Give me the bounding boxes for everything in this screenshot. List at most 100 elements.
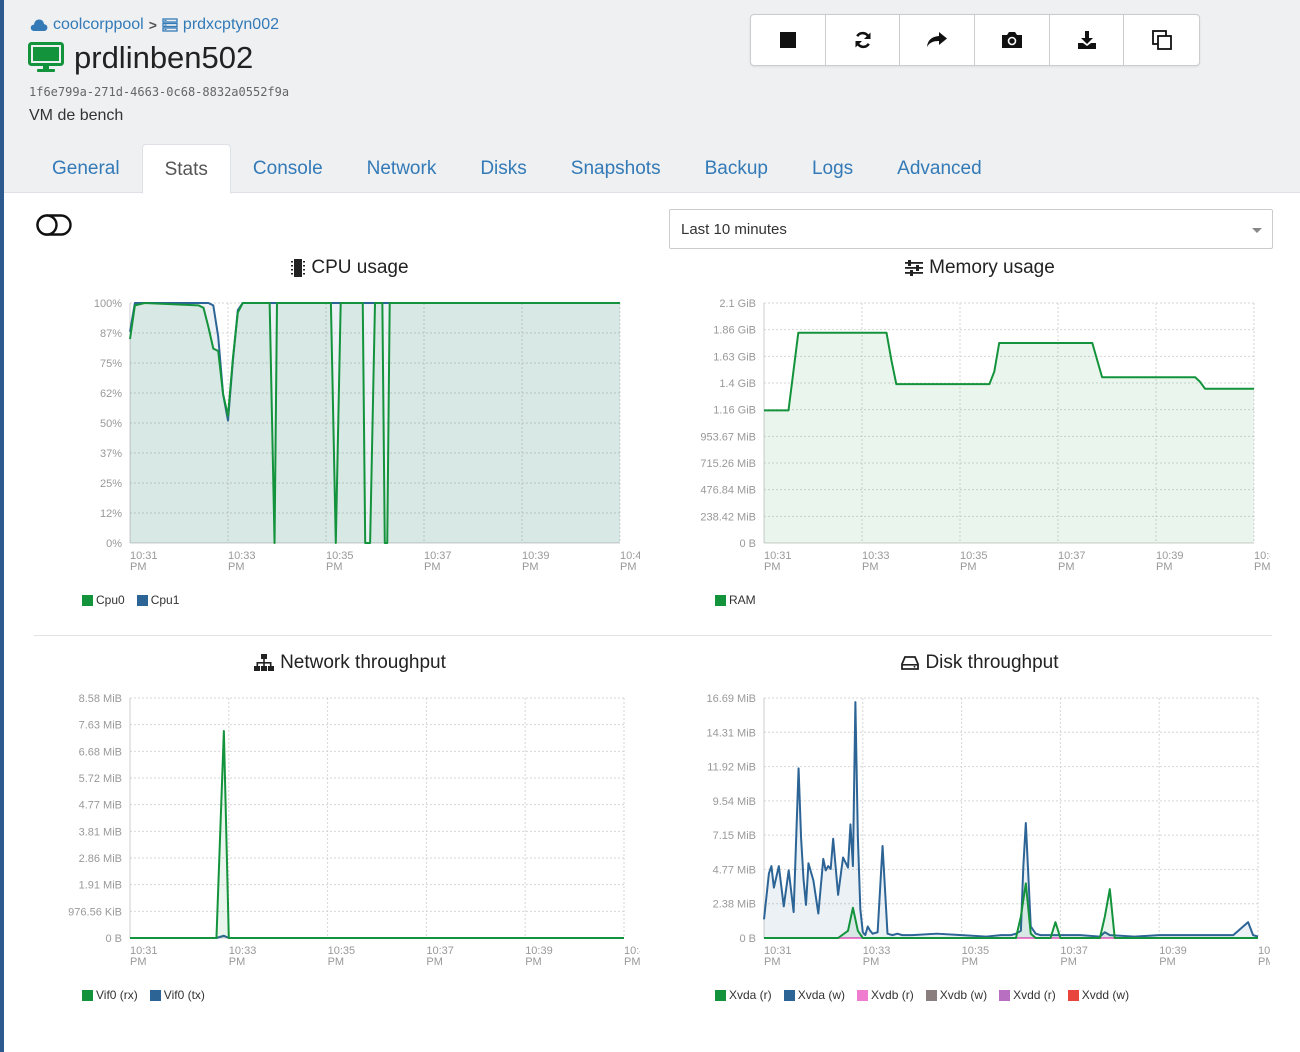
vm-description[interactable]: VM de bench [29,107,124,124]
x-tick-label-ampm: PM [620,561,637,573]
x-tick-label: 10:35 [962,945,990,957]
tab-bar: General Stats Console Network Disks Snap… [30,144,1004,194]
x-tick-label: 10:37 [1060,945,1088,957]
legend-label: Cpu0 [96,593,125,607]
x-tick-label: 10:35 [326,550,354,562]
legend-item[interactable]: Cpu1 [136,593,179,607]
cpu-chart-title: CPU usage [60,257,640,279]
x-tick-label: 10:33 [229,945,257,957]
vm-monitor-icon [28,42,64,72]
legend-swatch [715,594,726,606]
legend-swatch [136,594,148,606]
y-tick-label: 4.77 MiB [79,800,122,812]
series-line-xvda-w- [763,701,1259,938]
tab-network[interactable]: Network [366,158,437,179]
y-tick-label: 0% [106,538,122,550]
legend-item[interactable]: Xvdb (w) [925,988,987,1002]
legend-item[interactable]: Vif0 (rx) [82,988,138,1002]
stop-button[interactable] [751,15,826,65]
x-tick-label-ampm: PM [525,956,542,968]
server-icon [162,18,178,32]
legend-item[interactable]: Xvda (r) [715,988,772,1002]
granularity-select[interactable]: Last 10 minutes [669,209,1273,249]
legend-item[interactable]: Xvda (w) [783,988,845,1002]
granularity-selected-value: Last 10 minutes [681,221,787,238]
migrate-button[interactable] [900,15,976,65]
y-tick-label: 9.54 MiB [713,796,756,808]
y-tick-label: 25% [100,478,122,490]
vm-name[interactable]: prdlinben502 [74,40,254,75]
tab-snapshots[interactable]: Snapshots [570,158,661,179]
legend-swatch [783,989,795,1001]
legend-swatch [857,989,869,1001]
y-tick-label: 2.1 GiB [719,298,756,310]
disk-chart-title: Disk throughput [690,652,1270,674]
y-tick-label: 1.4 GiB [719,378,756,390]
x-tick-label: 10:39 [522,550,550,562]
memory-chart-title-text: Memory usage [929,257,1055,278]
legend-swatch [82,594,93,606]
legend-item[interactable]: Xvdb (r) [857,988,914,1002]
legend-item[interactable]: Xvdd (r) [999,988,1056,1002]
snapshot-icon [1001,32,1022,48]
x-tick-label-ampm: PM [1060,956,1077,968]
disk-chart-title-text: Disk throughput [925,652,1059,673]
y-tick-label: 0 B [105,933,122,945]
copy-button[interactable] [1124,15,1199,65]
caret-down-icon [1252,228,1262,233]
legend-swatch [149,989,161,1001]
y-tick-label: 75% [100,358,122,370]
x-tick-label-ampm: PM [424,561,441,573]
disk-throughput-chart: Disk throughput 16.69 MiB 14.31 MiB 11.92 … [690,652,1270,1012]
x-tick-label: 10:39 [1156,550,1184,562]
network-chart-title: Network throughput [60,652,640,674]
legend-label: Xvda (r) [729,988,772,1002]
y-tick-label: 1.16 GiB [713,405,756,417]
y-tick-label: 0 B [739,933,756,945]
x-tick-label: 10:31 [764,945,792,957]
legend-label: Vif0 (tx) [163,988,205,1002]
tab-backup[interactable]: Backup [704,158,768,179]
y-tick-label: 16.69 MiB [706,693,756,705]
tab-console[interactable]: Console [252,158,323,179]
chevron-right-icon: > [148,17,157,33]
export-icon [1077,31,1096,49]
legend-item[interactable]: Xvdd (w) [1067,988,1130,1002]
legend-label: Xvdd (w) [1081,988,1130,1002]
legend-item[interactable]: RAM [715,593,756,607]
y-tick-label: 1.63 GiB [713,351,756,363]
y-tick-label: 5.72 MiB [79,773,122,785]
tab-advanced[interactable]: Advanced [897,158,982,179]
export-button[interactable] [1050,15,1125,65]
hard-drive-icon [901,656,920,670]
x-tick-label: 10:41 [624,945,640,957]
series-area-vif0-rx- [130,731,624,938]
x-tick-label-ampm: PM [328,956,345,968]
x-tick-label-ampm: PM [962,956,979,968]
breadcrumb-host-link[interactable]: prdxcptyn002 [182,16,279,33]
breadcrumb-pool-link[interactable]: coolcorppool [53,16,144,33]
reboot-button[interactable] [826,15,901,65]
y-tick-label: 238.42 MiB [700,511,756,523]
memory-chart-plot: 2.1 GiB 1.86 GiB 1.63 GiB 1.4 GiB 1.16 GiB 95… [700,298,1270,573]
network-chart-title-text: Network throughput [280,652,446,673]
migrate-icon [927,32,948,47]
series-line-ram [764,331,1254,412]
tab-disks[interactable]: Disks [480,158,527,179]
legend-item[interactable]: Cpu0 [82,593,125,607]
vm-action-toolbar [750,14,1201,66]
tab-logs[interactable]: Logs [811,158,854,179]
charts-toggle[interactable] [36,214,72,236]
x-tick-label-ampm: PM [228,561,245,573]
toggle-off-icon [36,214,72,236]
y-tick-label: 100% [94,298,122,310]
page-header: coolcorppool > prdxcptyn002 prdlinben502… [4,0,1300,194]
legend-item[interactable]: Vif0 (tx) [149,988,205,1002]
y-tick-label: 50% [100,418,122,430]
tab-general[interactable]: General [52,158,120,179]
snapshot-button[interactable] [975,15,1050,65]
tab-stats[interactable]: Stats [141,144,231,194]
x-tick-label: 10:37 [424,550,452,562]
legend-label: Xvdb (r) [871,988,914,1002]
y-tick-label: 12% [100,508,122,520]
